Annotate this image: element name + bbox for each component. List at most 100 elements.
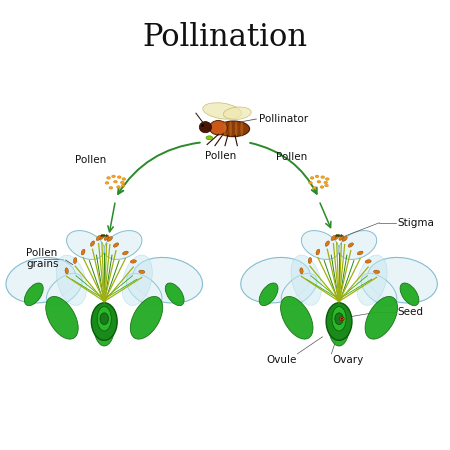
Ellipse shape: [317, 180, 321, 183]
Ellipse shape: [130, 260, 136, 263]
Ellipse shape: [291, 255, 321, 306]
Ellipse shape: [126, 273, 162, 306]
Ellipse shape: [101, 235, 103, 237]
Ellipse shape: [46, 273, 82, 306]
Text: Pollinator: Pollinator: [259, 114, 308, 124]
Ellipse shape: [281, 273, 317, 306]
Ellipse shape: [122, 251, 128, 255]
Ellipse shape: [211, 122, 226, 134]
Ellipse shape: [24, 283, 43, 306]
Ellipse shape: [335, 313, 343, 324]
Ellipse shape: [229, 121, 232, 137]
Ellipse shape: [316, 249, 320, 255]
Ellipse shape: [56, 255, 86, 306]
Ellipse shape: [81, 249, 85, 255]
Ellipse shape: [107, 176, 111, 179]
Ellipse shape: [339, 230, 377, 260]
Ellipse shape: [259, 283, 278, 306]
Ellipse shape: [374, 270, 380, 274]
Ellipse shape: [100, 313, 108, 324]
Ellipse shape: [365, 260, 371, 263]
Ellipse shape: [310, 176, 314, 179]
Text: Ovary: Ovary: [333, 355, 364, 365]
Ellipse shape: [302, 230, 339, 260]
Ellipse shape: [133, 257, 202, 303]
Ellipse shape: [97, 306, 111, 331]
Ellipse shape: [325, 241, 329, 246]
Ellipse shape: [235, 121, 238, 137]
Ellipse shape: [308, 257, 312, 264]
Ellipse shape: [341, 235, 342, 237]
Ellipse shape: [121, 184, 125, 187]
Ellipse shape: [105, 181, 109, 184]
Ellipse shape: [106, 235, 108, 237]
Ellipse shape: [300, 268, 303, 274]
Ellipse shape: [336, 235, 338, 237]
Ellipse shape: [328, 304, 350, 346]
Text: Pollination: Pollination: [143, 22, 307, 53]
Ellipse shape: [122, 178, 126, 180]
Ellipse shape: [312, 186, 316, 189]
Ellipse shape: [104, 235, 109, 240]
Ellipse shape: [240, 121, 243, 137]
Ellipse shape: [325, 178, 329, 180]
Ellipse shape: [65, 268, 68, 274]
Ellipse shape: [217, 121, 250, 137]
Ellipse shape: [365, 297, 397, 339]
Ellipse shape: [109, 186, 113, 189]
Ellipse shape: [99, 234, 104, 239]
Ellipse shape: [357, 255, 387, 306]
Ellipse shape: [90, 241, 94, 246]
Ellipse shape: [224, 121, 226, 137]
Ellipse shape: [139, 270, 145, 274]
Ellipse shape: [201, 124, 204, 127]
Ellipse shape: [113, 243, 119, 247]
Ellipse shape: [203, 103, 242, 119]
Ellipse shape: [46, 297, 78, 339]
Ellipse shape: [120, 181, 124, 184]
Ellipse shape: [324, 181, 328, 184]
Ellipse shape: [342, 237, 347, 241]
Text: Pollen: Pollen: [75, 155, 107, 165]
Text: Ovule: Ovule: [266, 355, 297, 365]
Ellipse shape: [368, 257, 437, 303]
Ellipse shape: [104, 235, 105, 237]
Ellipse shape: [209, 121, 227, 135]
Ellipse shape: [280, 297, 313, 339]
Ellipse shape: [334, 234, 339, 239]
Ellipse shape: [321, 176, 324, 179]
Ellipse shape: [67, 230, 104, 260]
Ellipse shape: [339, 235, 344, 240]
Ellipse shape: [122, 255, 152, 306]
Ellipse shape: [6, 257, 76, 303]
Ellipse shape: [324, 184, 328, 187]
Ellipse shape: [320, 186, 324, 189]
Text: Seed: Seed: [397, 307, 423, 317]
Ellipse shape: [130, 297, 163, 339]
Ellipse shape: [91, 303, 117, 340]
Ellipse shape: [223, 107, 251, 119]
Ellipse shape: [341, 318, 343, 320]
Ellipse shape: [165, 283, 184, 306]
Ellipse shape: [199, 122, 211, 133]
Ellipse shape: [112, 175, 116, 178]
Ellipse shape: [338, 235, 340, 237]
Ellipse shape: [73, 257, 77, 264]
Ellipse shape: [400, 283, 419, 306]
Ellipse shape: [206, 136, 213, 140]
Ellipse shape: [348, 243, 354, 247]
Ellipse shape: [309, 181, 312, 184]
Ellipse shape: [96, 235, 101, 241]
Ellipse shape: [357, 251, 363, 255]
Text: Stigma: Stigma: [397, 218, 434, 228]
Ellipse shape: [326, 303, 352, 340]
Text: Pollen: Pollen: [205, 151, 236, 161]
Text: Pollen
grains: Pollen grains: [26, 248, 59, 270]
Ellipse shape: [331, 235, 336, 241]
Ellipse shape: [107, 237, 112, 241]
Ellipse shape: [339, 317, 344, 320]
Ellipse shape: [117, 176, 121, 179]
Text: Pollen: Pollen: [276, 153, 308, 162]
Ellipse shape: [113, 180, 117, 183]
Ellipse shape: [241, 257, 310, 303]
